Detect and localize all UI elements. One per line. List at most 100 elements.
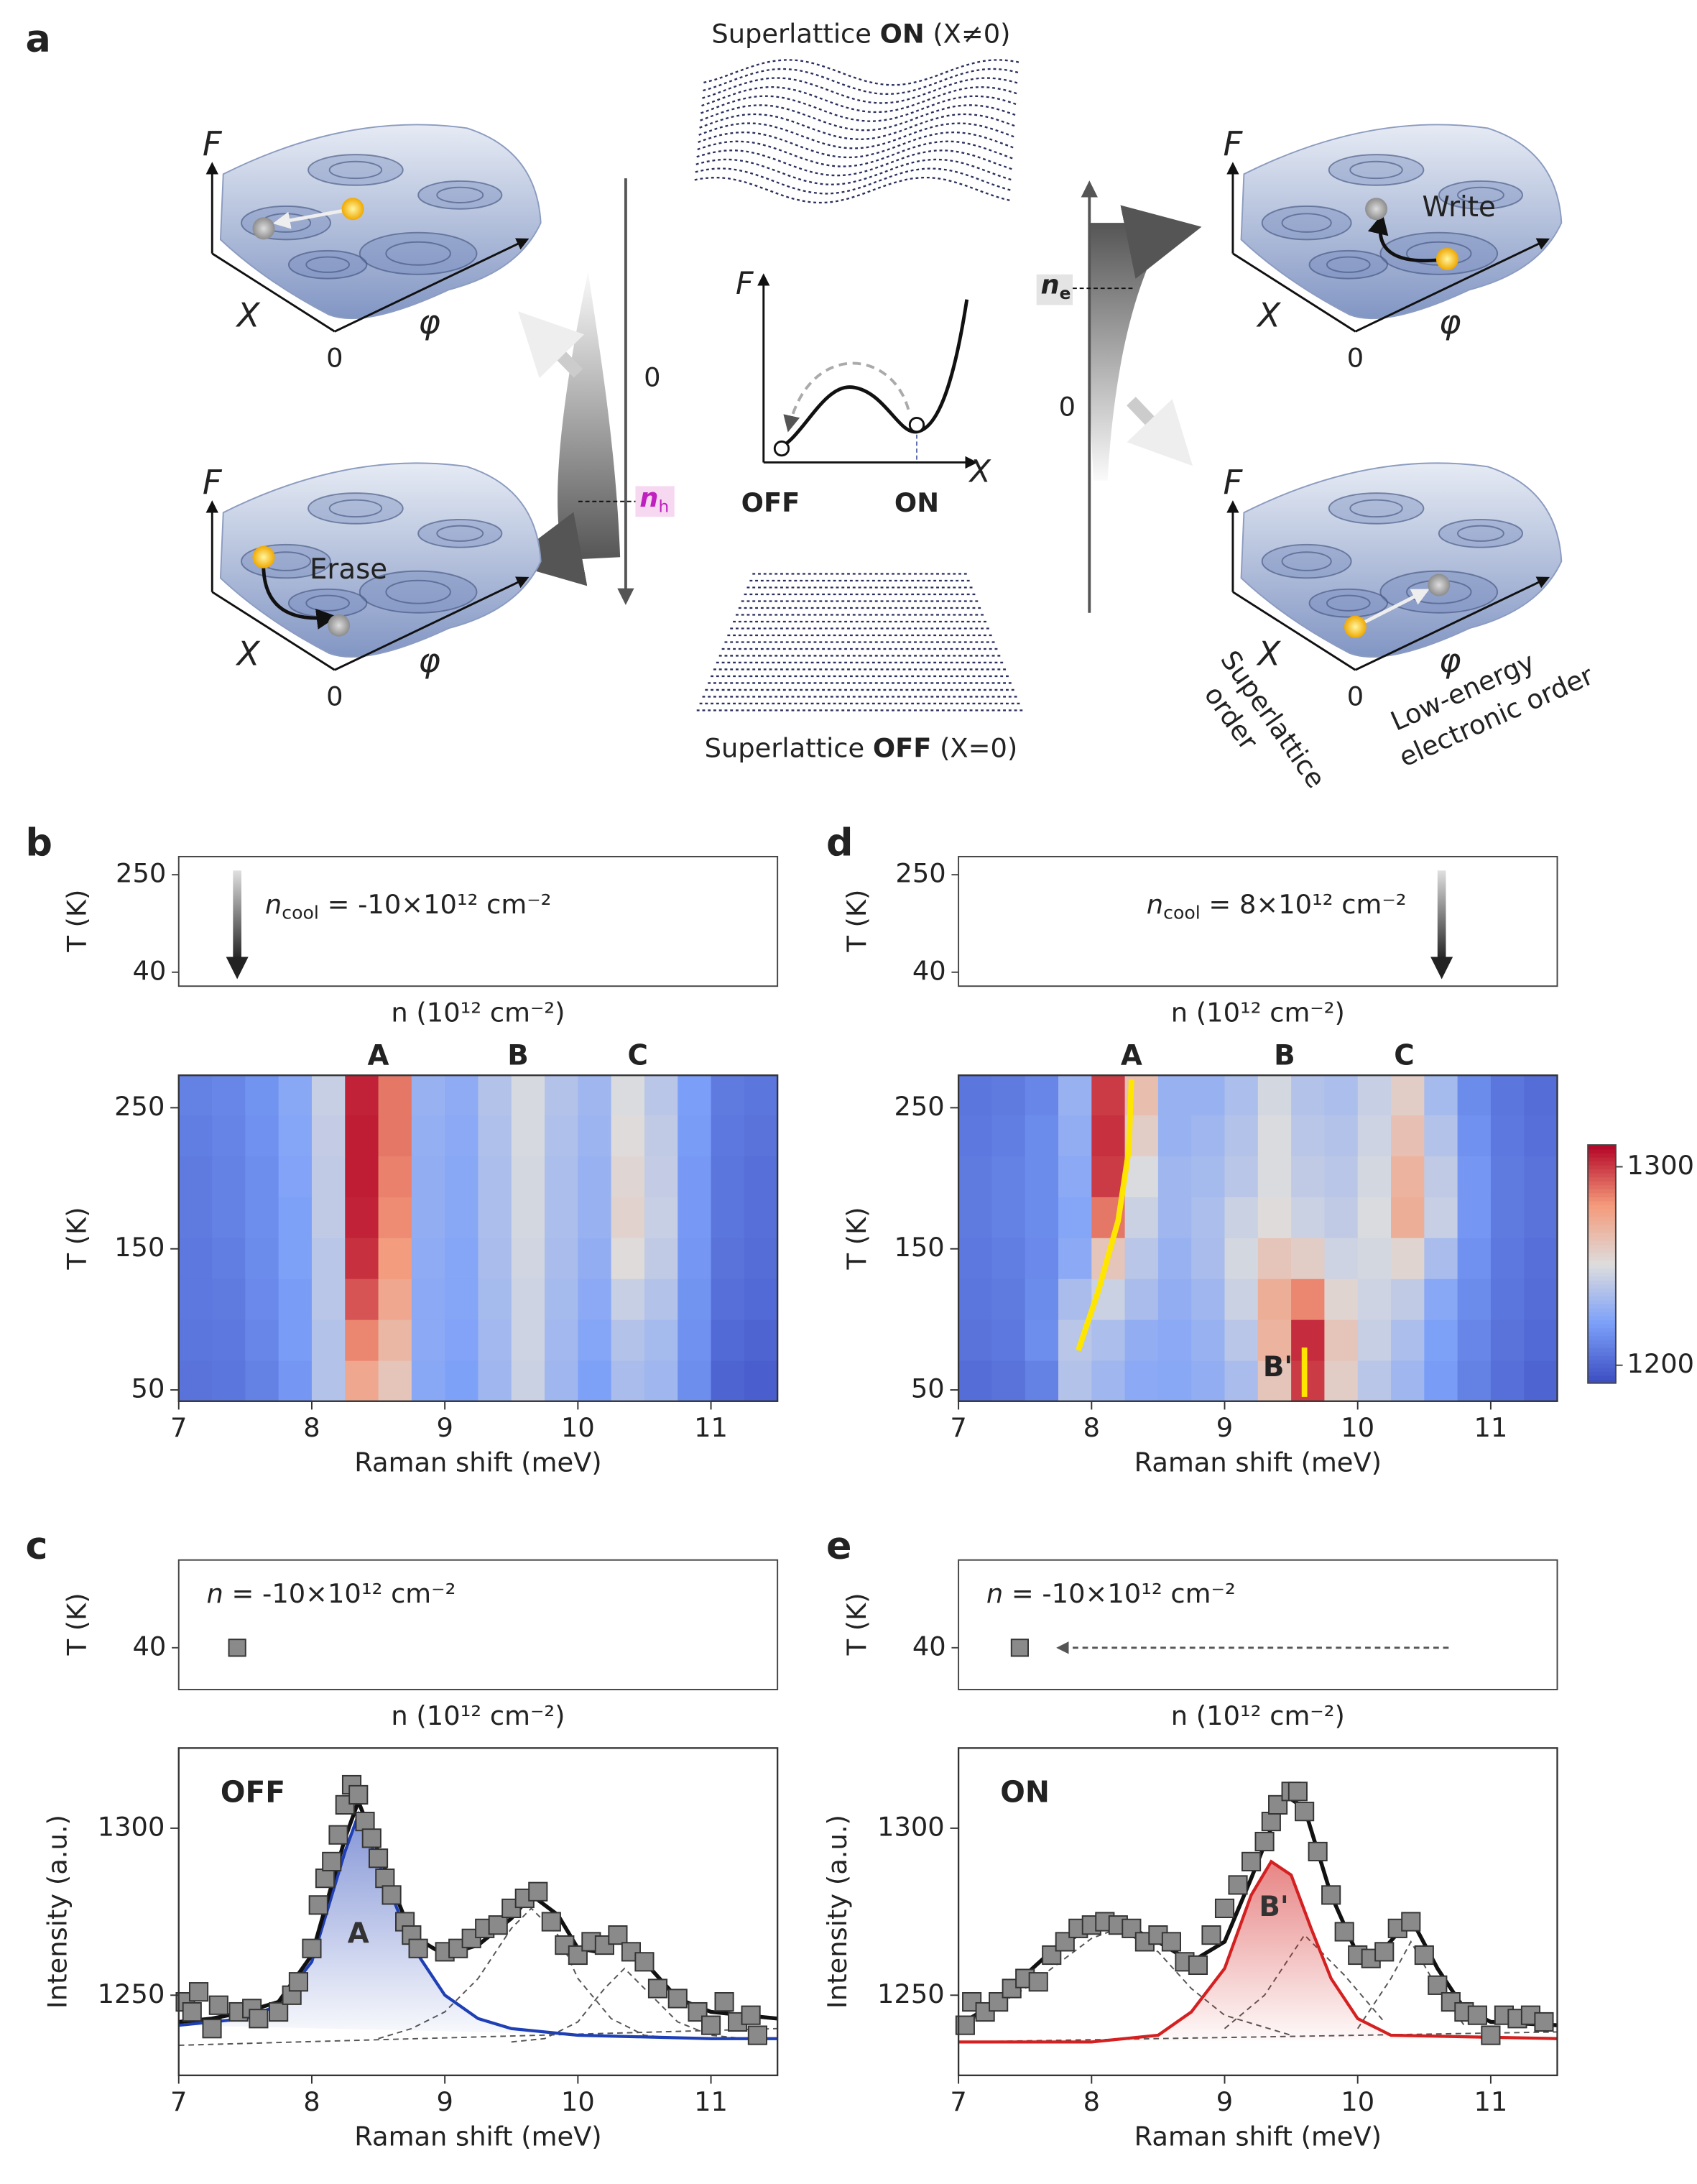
heat-cell	[711, 1156, 745, 1197]
transition-arrow	[783, 361, 910, 433]
inset-x-label: n (10¹² cm⁻²)	[391, 997, 565, 1028]
heat-cell	[744, 1197, 778, 1238]
heat-cell	[1025, 1115, 1059, 1156]
heat-cell	[278, 1156, 313, 1197]
data-point	[647, 1978, 668, 1999]
heat-cell	[212, 1156, 246, 1197]
heat-cell	[1391, 1075, 1425, 1115]
heat-cell	[378, 1319, 412, 1361]
peak-area	[958, 1861, 1558, 2042]
y-tick-label: 150	[114, 1232, 165, 1263]
data-point	[355, 1812, 375, 1832]
inset-annotation: n = -10×10¹² cm⁻²	[207, 1578, 456, 1609]
colorbar-step	[1588, 1200, 1616, 1205]
panel-label: e	[826, 1524, 851, 1568]
y-axis-label: Intensity (a.u.)	[42, 1815, 73, 2009]
x-tick-label: 11	[1474, 1412, 1507, 1443]
heat-cell	[578, 1115, 612, 1156]
heat-cell	[1058, 1238, 1093, 1279]
colorbar-step	[1588, 1379, 1616, 1384]
landscape: F X φ 0 Write	[1224, 124, 1563, 374]
data-point	[1188, 1955, 1208, 1976]
y-tick-label: 1250	[877, 1978, 945, 2009]
phi-axis	[1354, 238, 1550, 333]
heat-cell	[1025, 1075, 1059, 1115]
data-point	[1214, 1898, 1235, 1919]
heat-cell	[1424, 1319, 1458, 1361]
data-point	[322, 1851, 342, 1871]
heat-cell	[644, 1360, 679, 1402]
heat-cell	[1257, 1156, 1292, 1197]
colorbar-step	[1588, 1339, 1616, 1345]
heat-cell	[678, 1075, 712, 1115]
action-label: Write	[1423, 191, 1496, 224]
heat-cell	[991, 1075, 1026, 1115]
heat-cell	[245, 1156, 279, 1197]
cooling-arrow	[1437, 870, 1446, 960]
heat-cell	[311, 1360, 346, 1402]
heat-cell	[1490, 1319, 1525, 1361]
heat-cell	[1091, 1075, 1126, 1115]
heat-cell	[678, 1319, 712, 1361]
heat-cell	[1490, 1360, 1525, 1402]
fit-trace	[1076, 1079, 1134, 1352]
plot-frame	[177, 1074, 779, 1402]
heat-cell	[278, 1075, 313, 1115]
colorbar-step	[1588, 1312, 1616, 1317]
heat-cell	[744, 1115, 778, 1156]
heat-cell	[411, 1238, 445, 1279]
contour	[287, 588, 368, 618]
data-point	[700, 2015, 721, 2035]
data-point	[375, 1869, 395, 1889]
axis-label: F	[203, 463, 223, 502]
contour	[1349, 499, 1403, 518]
heat-cell	[478, 1238, 512, 1279]
heat-cell	[345, 1319, 379, 1361]
heat-cell	[245, 1075, 279, 1115]
heat-cell	[511, 1238, 545, 1279]
data-point	[714, 1992, 734, 2012]
x-axis-label: Raman shift (meV)	[354, 2121, 601, 2152]
colorbar-step	[1588, 1192, 1616, 1197]
y-axis-label: T (K)	[841, 1207, 872, 1270]
density-band	[1088, 223, 1170, 481]
data-point	[302, 1938, 322, 1958]
heat-cell	[1091, 1319, 1126, 1361]
heat-cell	[1025, 1156, 1059, 1197]
heat-cell	[644, 1075, 679, 1115]
heat-cell	[1324, 1238, 1359, 1279]
heat-cell	[611, 1238, 645, 1279]
heat-cell	[278, 1278, 313, 1320]
heat-cell	[1091, 1360, 1126, 1402]
heat-cell	[1291, 1115, 1326, 1156]
y-tick-label: 250	[114, 1091, 165, 1122]
data-point	[747, 2025, 767, 2045]
heat-cell	[991, 1360, 1026, 1402]
inset-y-tick-label: 250	[116, 858, 166, 889]
heat-cell	[345, 1156, 379, 1197]
heat-cell	[1224, 1075, 1259, 1115]
heat-cell	[378, 1075, 412, 1115]
heat-cell	[1191, 1278, 1226, 1320]
state-label: ON	[1000, 1774, 1050, 1809]
y-tick-label: 150	[894, 1232, 944, 1263]
contour	[1261, 205, 1352, 241]
heat-cell	[1157, 1197, 1192, 1238]
heat-cell	[1058, 1278, 1093, 1320]
heat-cell	[958, 1075, 993, 1115]
contour	[1349, 160, 1403, 180]
x-tick-label: 10	[1341, 1412, 1374, 1443]
heat-cell	[1391, 1156, 1425, 1197]
peak-label: A	[368, 1040, 389, 1072]
heat-cell	[1357, 1360, 1392, 1402]
heat-cell	[1457, 1197, 1492, 1238]
heat-cell	[1391, 1115, 1425, 1156]
inset-y-tick-label: 250	[895, 858, 945, 889]
heat-cell	[445, 1278, 479, 1320]
inset-annotation: ncool = 8×10¹² cm⁻²	[1147, 888, 1407, 923]
contour	[308, 492, 404, 525]
heat-cell	[378, 1278, 412, 1320]
heat-cell	[1324, 1319, 1359, 1361]
move-arrow	[262, 557, 338, 630]
